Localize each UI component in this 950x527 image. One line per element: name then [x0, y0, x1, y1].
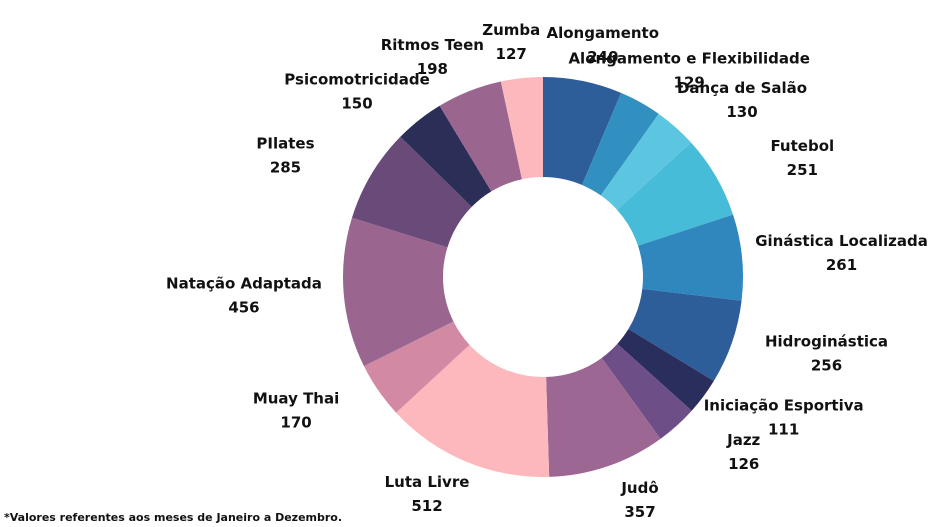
- slice-value: 130: [726, 103, 757, 121]
- slice-value: 111: [768, 420, 799, 438]
- slice-label: Ritmos Teen: [381, 36, 484, 54]
- slice-value: 512: [411, 497, 442, 515]
- footnote: *Valores referentes aos meses de Janeiro…: [4, 511, 342, 524]
- slice-value: 357: [624, 503, 655, 521]
- slice-value: 251: [787, 161, 818, 179]
- slice-label: Iniciação Esportiva: [704, 396, 864, 414]
- slice-value: 127: [496, 45, 527, 63]
- slice-value: 261: [826, 256, 857, 274]
- slice: [363, 321, 470, 413]
- slice: [582, 92, 659, 196]
- slice-value: 198: [417, 60, 448, 78]
- slice: [638, 214, 743, 301]
- slice-label: Hidroginástica: [765, 333, 888, 351]
- slice-value: 285: [270, 158, 301, 176]
- slice-value: 256: [811, 357, 842, 375]
- slice-value: 456: [228, 299, 259, 317]
- slice-label: Natação Adaptada: [166, 275, 322, 293]
- slice-label: Zumba: [482, 21, 540, 39]
- slice-label: Futebol: [770, 137, 834, 155]
- slice: [543, 77, 622, 185]
- slice: [600, 113, 692, 210]
- slice: [400, 105, 492, 207]
- slice-value: 150: [341, 94, 372, 112]
- slice-label: Ginástica Localizada: [755, 232, 928, 250]
- slice-value: 129: [674, 73, 705, 91]
- slice: [617, 142, 734, 246]
- slice: [617, 329, 714, 411]
- slice: [351, 136, 472, 248]
- slice-label: Dança de Salão: [677, 79, 807, 97]
- slice-label: Luta Livre: [385, 473, 470, 491]
- slice: [500, 77, 543, 180]
- slice-label: Alongamento: [546, 24, 659, 42]
- slice-label: Muay Thai: [253, 390, 339, 408]
- slice: [628, 288, 742, 382]
- slice-label: Psicomotricidade: [284, 70, 429, 88]
- slice-value: 126: [728, 455, 759, 473]
- slice: [342, 217, 454, 367]
- slice: [396, 344, 550, 477]
- slice: [601, 343, 692, 439]
- slice-label: Judô: [620, 479, 658, 497]
- slice-value: 170: [280, 414, 311, 432]
- slice-label: PIlates: [256, 134, 314, 152]
- slice-label: Jazz: [726, 431, 760, 449]
- slice: [546, 357, 661, 477]
- slice: [439, 81, 522, 192]
- slice-label: Alongamento e Flexibilidade: [568, 49, 809, 67]
- slice-value: 240: [587, 48, 618, 66]
